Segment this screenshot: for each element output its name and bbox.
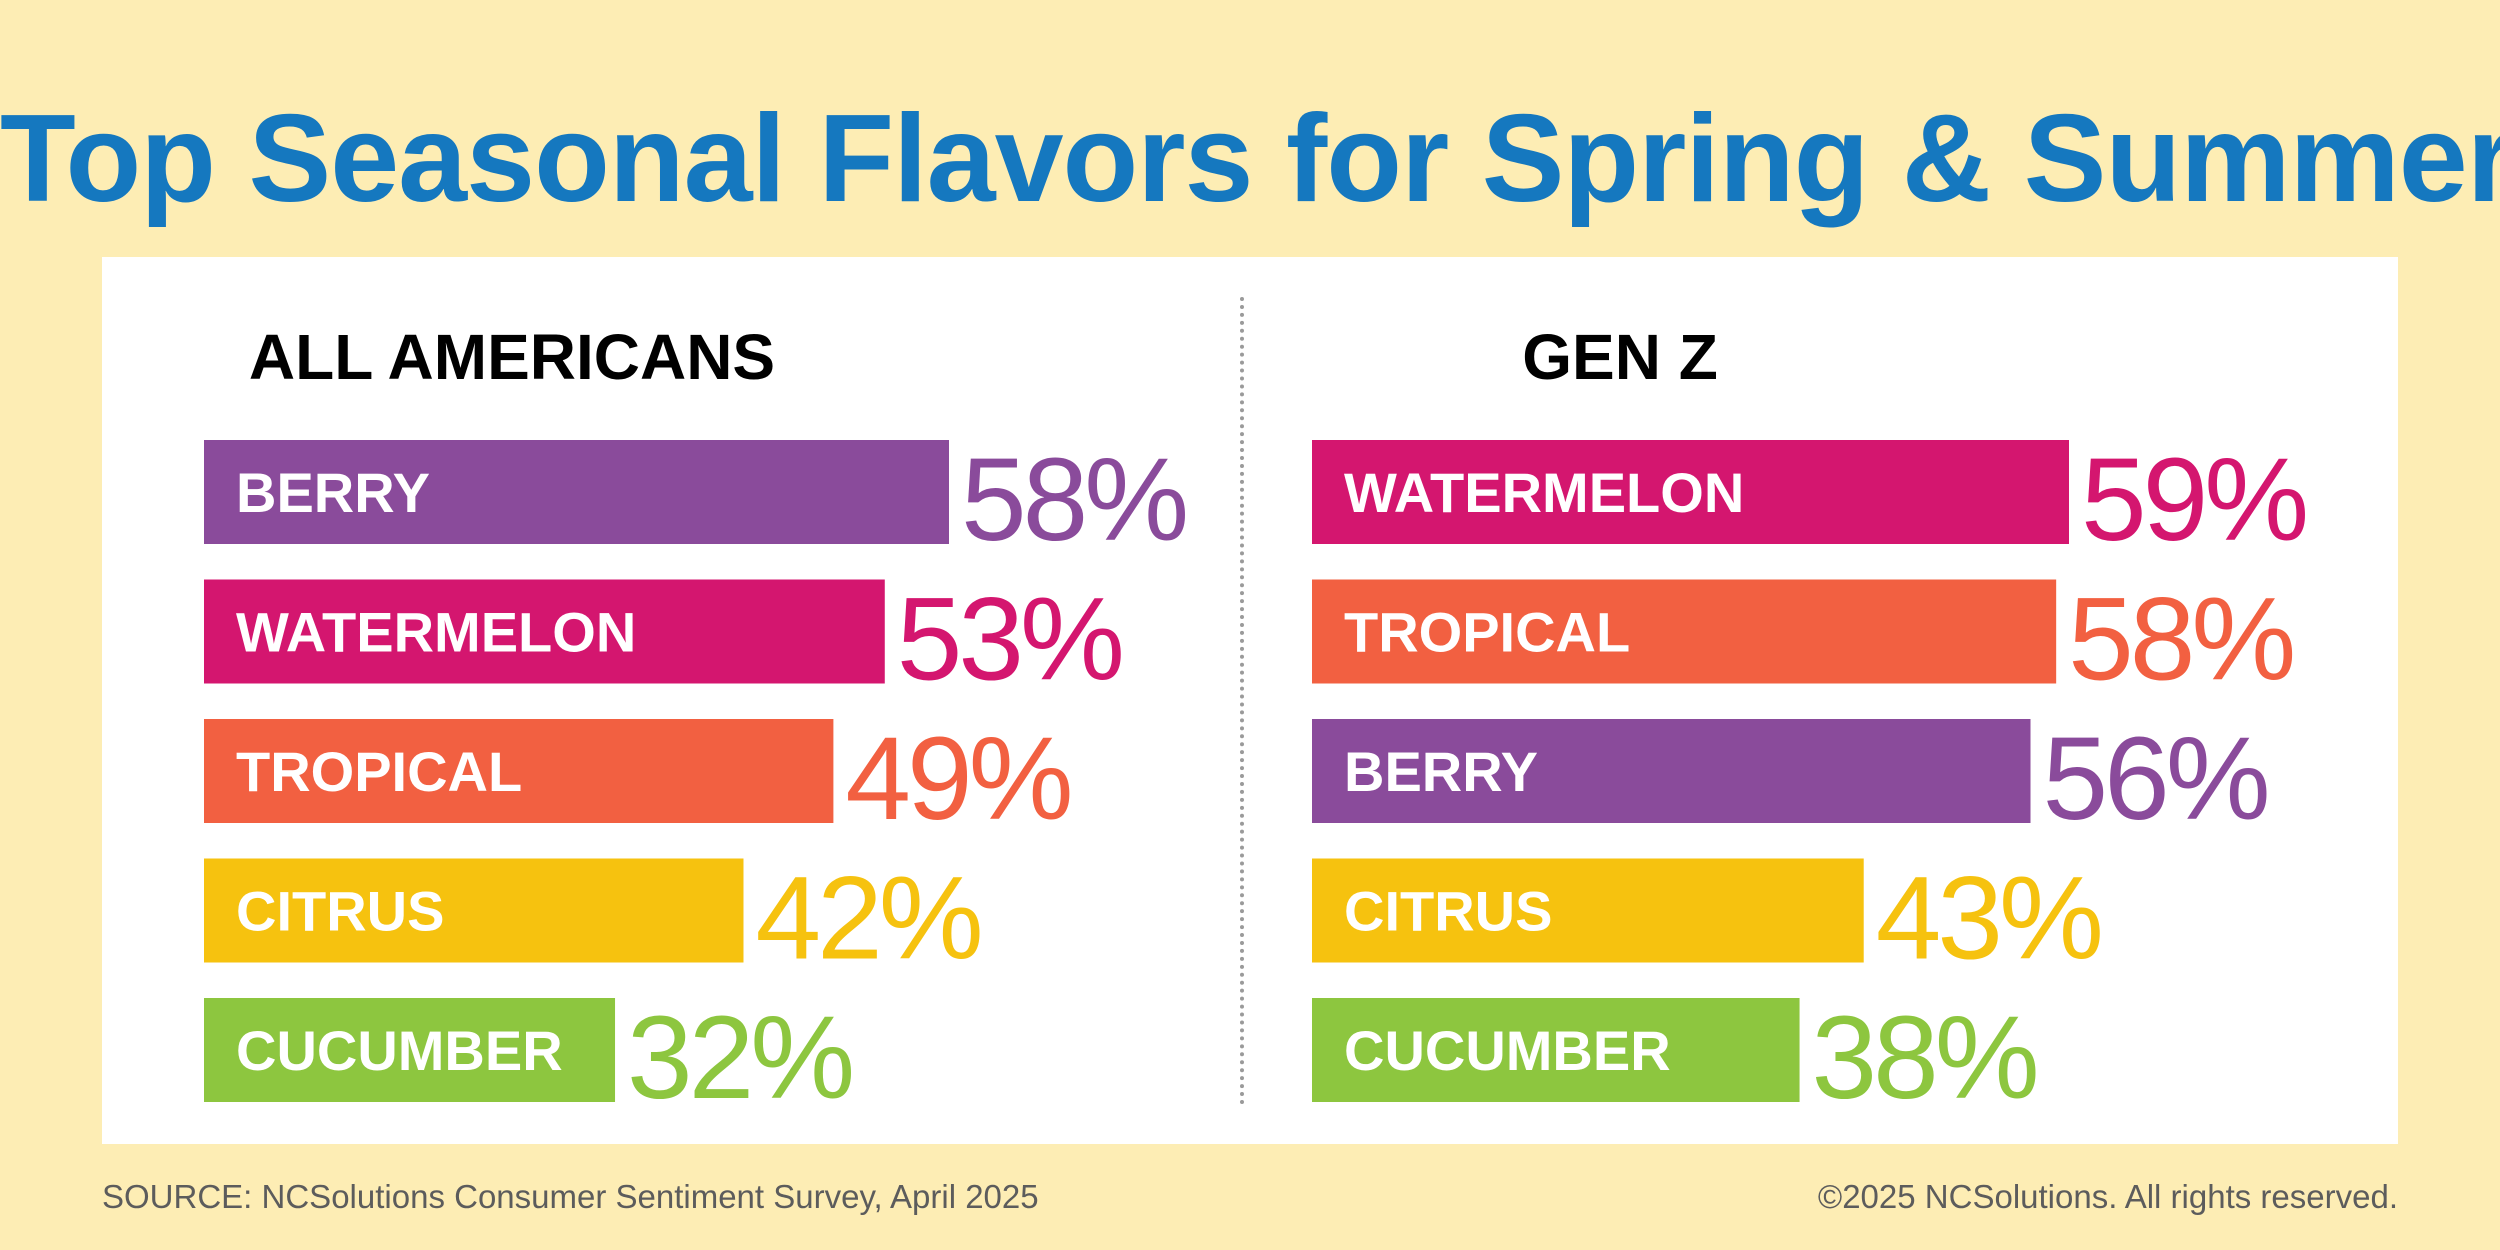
bar-watermelon <box>204 579 885 684</box>
bar-tropical <box>1312 579 2057 684</box>
bar-cucumber <box>1312 998 1800 1102</box>
bar-value-watermelon: 59% <box>2081 434 2305 566</box>
divider-line <box>1240 297 1244 1105</box>
source-note: SOURCE: NCSolutions Consumer Sentiment S… <box>102 1178 1039 1215</box>
bar-label-berry: BERRY <box>1344 740 1538 803</box>
bar-label-tropical: TROPICAL <box>1344 601 1630 664</box>
bar-value-cucumber: 32% <box>627 992 851 1124</box>
bar-cucumber <box>204 998 616 1102</box>
bar-value-citrus: 43% <box>1876 853 2100 985</box>
bar-label-tropical: TROPICAL <box>236 740 522 803</box>
chart-title-all-americans: ALL AMERICANS <box>248 321 776 393</box>
bar-value-tropical: 49% <box>845 713 1069 845</box>
bar-label-watermelon: WATERMELON <box>1344 461 1744 524</box>
bar-label-citrus: CITRUS <box>236 880 444 943</box>
bar-berry <box>1312 719 2031 823</box>
bar-label-cucumber: CUCUMBER <box>236 1019 563 1082</box>
bar-value-cucumber: 38% <box>1812 992 2036 1124</box>
bar-label-citrus: CITRUS <box>1344 880 1552 943</box>
bar-value-citrus: 42% <box>755 853 979 985</box>
bar-label-cucumber: CUCUMBER <box>1344 1019 1671 1082</box>
chart-title-gen-z: GEN Z <box>1522 321 1718 393</box>
chart-panel: ALL AMERICANS GEN Z BERRY 58% WATERMELON 53… <box>102 257 2398 1144</box>
bar-citrus <box>1312 858 1864 963</box>
bar-watermelon <box>1312 440 2069 544</box>
bar-tropical <box>204 719 834 823</box>
bar-label-watermelon: WATERMELON <box>236 601 636 664</box>
bar-citrus <box>204 858 744 963</box>
gen-z-bar-chart: WATERMELON 59% TROPICAL 58% BERRY 56% CITRUS 43… <box>1312 434 2309 1124</box>
bar-value-berry: 58% <box>961 434 1185 566</box>
bar-value-watermelon: 53% <box>897 574 1121 706</box>
copyright-note: ©2025 NCSolutions. All rights reserved. <box>1817 1178 2398 1215</box>
bar-value-berry: 56% <box>2043 713 2267 845</box>
bar-label-berry: BERRY <box>236 461 430 524</box>
bar-berry <box>204 440 949 544</box>
bar-value-tropical: 58% <box>2068 574 2292 706</box>
all-americans-bar-chart: BERRY 58% WATERMELON 53% TROPICAL 49% CITRUS 42… <box>204 434 1189 1124</box>
page-title: Top Seasonal Flavors for Spring & Summer <box>0 90 2500 228</box>
